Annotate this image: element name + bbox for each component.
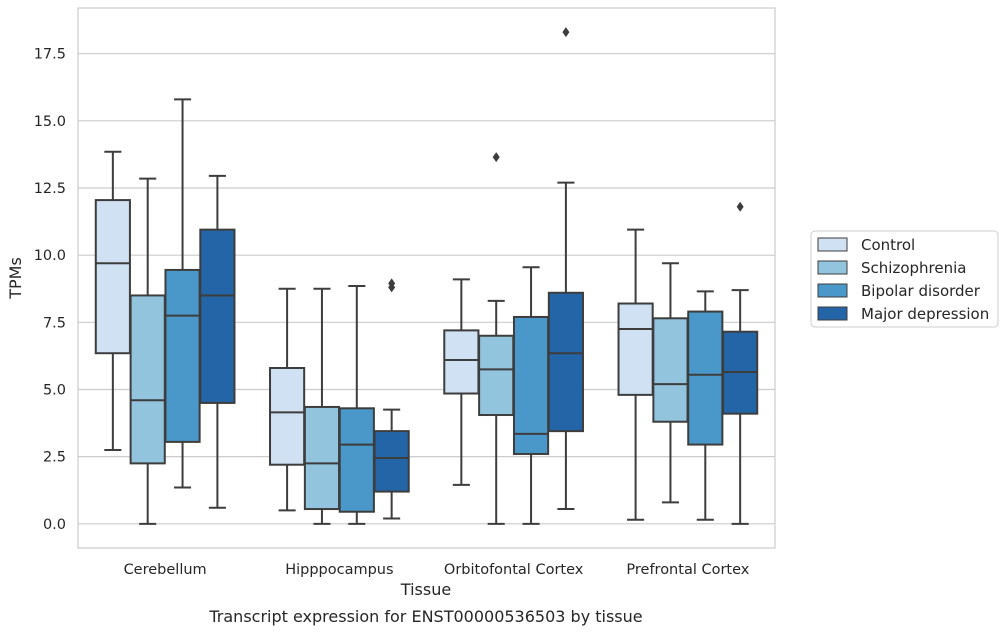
outlier-point bbox=[736, 201, 744, 212]
x-tick-label: Prefrontal Cortex bbox=[626, 562, 749, 578]
box-bipolar-disorder bbox=[164, 98, 201, 489]
box-schizophrenia bbox=[478, 152, 515, 525]
y-axis-label: TPMs bbox=[6, 257, 25, 300]
y-tick-label: 15.0 bbox=[34, 114, 66, 130]
y-tick-label: 12.5 bbox=[34, 181, 66, 197]
legend-swatch bbox=[817, 237, 848, 252]
legend-label: Schizophrenia bbox=[861, 259, 966, 277]
y-tick-label: 17.5 bbox=[34, 47, 66, 63]
box-control bbox=[94, 150, 131, 451]
box-major-depression bbox=[547, 27, 584, 511]
y-tick-label: 7.5 bbox=[43, 315, 66, 331]
box-bipolar-disorder bbox=[338, 285, 375, 525]
x-tick-label: Orbitofontal Cortex bbox=[444, 562, 584, 578]
box-iqr bbox=[338, 407, 375, 513]
box-layer bbox=[94, 27, 759, 525]
box-iqr bbox=[687, 310, 724, 446]
box-iqr bbox=[94, 199, 131, 355]
box-iqr bbox=[478, 334, 515, 417]
y-tick-label: 0.0 bbox=[43, 517, 66, 533]
y-tick-label: 5.0 bbox=[43, 382, 66, 398]
plot-area-frame bbox=[77, 7, 776, 549]
legend-label: Control bbox=[861, 236, 915, 254]
legend: Control Schizophrenia Bipolar disorder Majo… bbox=[810, 230, 999, 328]
legend-swatch bbox=[817, 283, 848, 298]
y-tick-label: 10.0 bbox=[34, 248, 66, 264]
x-tick-label: Hipppocampus bbox=[285, 562, 393, 578]
box-major-depression bbox=[722, 201, 759, 525]
box-schizophrenia bbox=[303, 287, 341, 525]
y-tick-label: 2.5 bbox=[43, 450, 66, 466]
box-iqr bbox=[547, 291, 584, 433]
box-control bbox=[617, 228, 654, 521]
chart-caption: Transcript expression for ENST0000053650… bbox=[208, 607, 642, 626]
box-iqr bbox=[269, 367, 306, 466]
box-bipolar-disorder bbox=[512, 266, 550, 525]
outlier-point bbox=[562, 27, 570, 38]
legend-swatch bbox=[817, 260, 848, 275]
box-iqr bbox=[199, 228, 236, 404]
legend-swatch bbox=[817, 306, 848, 321]
box-control bbox=[443, 278, 480, 486]
x-axis-ticks: Cerebellum Hipppocampus Orbitofontal Corte… bbox=[124, 562, 750, 578]
box-major-depression bbox=[373, 278, 410, 520]
outlier-point bbox=[492, 152, 500, 163]
y-axis-ticks: 0.0 2.5 5.0 7.5 10.0 12.5 15.0 17.5 bbox=[34, 47, 66, 533]
box-iqr bbox=[617, 302, 654, 396]
box-schizophrenia bbox=[129, 177, 166, 525]
box-iqr bbox=[303, 405, 341, 511]
box-major-depression bbox=[199, 174, 236, 509]
legend-label: Bipolar disorder bbox=[861, 282, 981, 300]
box-iqr bbox=[164, 268, 201, 443]
box-iqr bbox=[443, 329, 480, 395]
legend-frame bbox=[810, 230, 999, 328]
box-schizophrenia bbox=[652, 262, 689, 504]
box-iqr bbox=[652, 317, 689, 423]
box-iqr bbox=[129, 294, 166, 465]
x-tick-label: Cerebellum bbox=[124, 562, 207, 578]
box-bipolar-disorder bbox=[687, 290, 724, 521]
legend-label: Major depression bbox=[861, 305, 989, 323]
box-iqr bbox=[373, 430, 410, 493]
x-axis-label: Tissue bbox=[400, 580, 451, 599]
outlier-point bbox=[388, 278, 396, 289]
